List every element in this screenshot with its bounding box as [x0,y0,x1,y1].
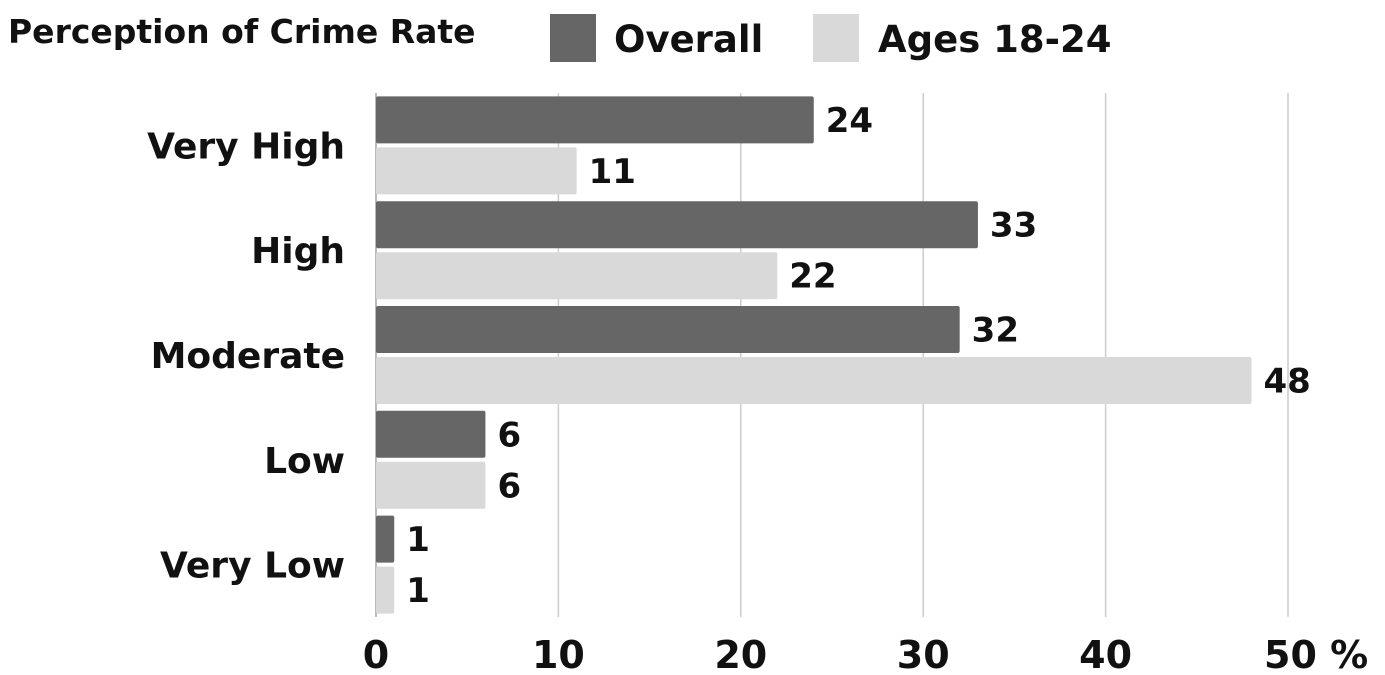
legend: Overall Ages 18-24 [550,14,1111,62]
data-label-low-overall: 6 [497,415,521,455]
bar-low-overall [376,410,486,458]
x-tick-label-40: 40 [1079,633,1132,675]
bars [376,96,1252,614]
category-labels: Very High High Moderate Low Very Low [147,126,345,586]
legend-swatch-ages-18-24 [813,14,859,62]
data-label-low-ages-18-24: 6 [497,466,521,506]
legend-label-overall: Overall [614,18,763,61]
x-tick-label-20: 20 [714,633,767,675]
bar-very-low-overall [376,515,395,563]
bar-moderate-ages-18-24 [376,357,1252,404]
bar-very-high-overall [376,96,814,144]
bar-low-ages-18-24 [376,461,486,509]
category-label-high: High [251,231,345,272]
x-axis-ticks: 0 10 20 30 40 50 % [363,633,1368,675]
bar-moderate-overall [376,306,960,353]
category-label-very-high: Very High [147,126,345,167]
category-label-low: Low [264,441,345,482]
data-label-very-low-ages-18-24: 1 [406,571,430,611]
x-tick-label-30: 30 [897,633,950,675]
legend-swatch-overall [550,14,596,62]
category-label-very-low: Very Low [160,546,345,587]
x-tick-label-50: 50 % [1264,633,1368,675]
bar-high-overall [376,201,978,249]
chart-title: Perception of Crime Rate [8,12,476,51]
data-label-very-low-overall: 1 [406,520,430,560]
bar-high-ages-18-24 [376,252,778,300]
x-tick-label-10: 10 [532,633,585,675]
data-label-moderate-ages-18-24: 48 [1264,362,1311,402]
bar-very-low-ages-18-24 [376,566,395,614]
data-label-high-ages-18-24: 22 [789,257,836,297]
data-label-very-high-overall: 24 [826,101,873,141]
data-label-high-overall: 33 [990,206,1037,246]
data-label-very-high-ages-18-24: 11 [589,152,636,192]
data-label-moderate-overall: 32 [972,311,1019,351]
legend-label-ages-18-24: Ages 18-24 [878,18,1111,61]
bar-very-high-ages-18-24 [376,147,577,195]
x-tick-label-0: 0 [363,633,389,675]
category-label-moderate: Moderate [151,336,345,377]
